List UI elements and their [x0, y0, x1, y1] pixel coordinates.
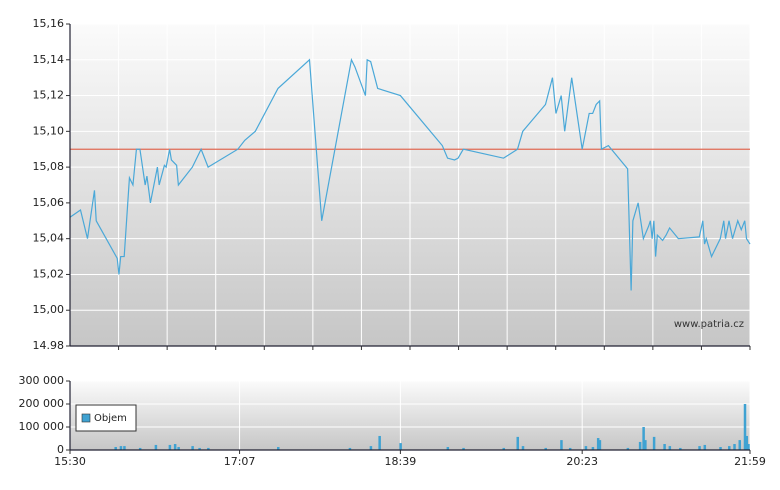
volume-bar — [568, 447, 572, 450]
volume-bar — [378, 435, 381, 450]
x-tick-label: 20:23 — [566, 455, 598, 468]
volume-bar — [745, 435, 749, 450]
x-tick-label: 21:59 — [734, 455, 766, 468]
volume-bar — [638, 441, 642, 450]
volume-bar — [138, 447, 142, 450]
y-tick-label: 15,02 — [33, 267, 65, 280]
volume-bar — [698, 446, 701, 450]
y-tick-label: 300 000 — [19, 374, 65, 387]
volume-bar — [191, 446, 194, 450]
volume-bar — [114, 447, 117, 450]
volume-bar — [596, 438, 600, 450]
volume-bar — [584, 446, 588, 450]
volume-bar — [560, 440, 563, 450]
y-tick-label: 15,00 — [33, 303, 65, 316]
volume-bar — [521, 446, 525, 450]
volume-bar — [679, 447, 682, 450]
volume-bar — [502, 447, 506, 450]
y-tick-label: 100 000 — [19, 420, 65, 433]
volume-bar — [446, 447, 450, 450]
price-line — [69, 57, 751, 291]
volume-bar — [591, 447, 595, 450]
x-tick-label: 18:39 — [385, 455, 417, 468]
volume-bar — [123, 446, 126, 450]
volume-bar — [738, 440, 742, 450]
plot-background — [70, 381, 750, 450]
volume-bar — [168, 444, 172, 450]
volume-bar — [626, 447, 630, 450]
volume-bar — [544, 447, 547, 450]
y-tick-label: 15,08 — [33, 160, 65, 173]
volume-bar — [747, 444, 750, 450]
legend-label: Objem — [94, 413, 127, 424]
volume-bar — [207, 447, 210, 450]
volume-bar — [644, 440, 647, 450]
x-tick-label: 17:07 — [224, 455, 256, 468]
volume-bar — [399, 443, 402, 450]
volume-bar — [668, 446, 672, 450]
volume-bar — [719, 447, 722, 450]
volume-bar — [728, 446, 731, 450]
volume-bar — [119, 446, 123, 450]
volume-bar — [733, 444, 736, 450]
y-tick-label: 15,06 — [33, 196, 65, 209]
y-tick-label: 14.98 — [33, 339, 65, 352]
volume-bar — [173, 444, 177, 450]
volume-bar — [277, 447, 280, 450]
y-tick-label: 0 — [57, 443, 64, 456]
volume-bar — [652, 436, 656, 450]
watermark: www.patria.cz — [674, 319, 744, 330]
volume-bar — [516, 436, 520, 450]
volume-bar — [198, 447, 201, 450]
volume-bar — [462, 447, 465, 450]
volume-bar — [598, 440, 602, 450]
y-tick-label: 15,10 — [33, 124, 65, 137]
y-tick-label: 15,16 — [33, 17, 65, 30]
volume-bar — [703, 444, 707, 450]
legend-swatch — [81, 413, 91, 423]
x-tick-label: 15:30 — [54, 455, 86, 468]
volume-bar — [348, 447, 352, 450]
volume-bar — [663, 444, 666, 450]
y-tick-label: 15,14 — [33, 53, 65, 66]
volume-bar — [369, 446, 373, 450]
y-tick-label: 15,04 — [33, 232, 65, 245]
volume-bar — [154, 444, 158, 450]
volume-bar — [177, 447, 180, 450]
volume-bar — [743, 404, 747, 450]
y-tick-label: 200 000 — [19, 397, 65, 410]
volume-bar — [642, 427, 645, 450]
y-tick-label: 15,12 — [33, 89, 65, 102]
